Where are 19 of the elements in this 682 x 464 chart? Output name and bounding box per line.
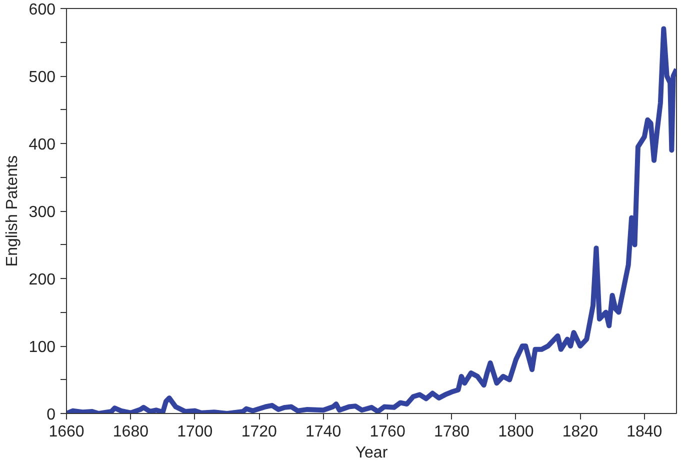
y-tick-label: 500: [28, 69, 56, 86]
x-tick-label: 1780: [434, 424, 470, 440]
y-tick-label: 400: [28, 136, 56, 154]
x-tick-label: 1740: [306, 424, 342, 440]
x-tick-label: 1680: [112, 424, 149, 440]
y-tick-label: 100: [28, 339, 56, 356]
x-tick-label: 1660: [48, 424, 84, 440]
x-tick-label: 1700: [177, 424, 213, 440]
y-tick-label: 200: [28, 272, 56, 288]
y-tick-label: 0: [46, 406, 56, 424]
y-tick-label: 300: [28, 204, 56, 221]
x-tick-label: 1800: [498, 424, 534, 440]
x-axis-title: Year: [355, 444, 388, 462]
x-tick-label: 1820: [562, 424, 598, 440]
x-tick-label: 1760: [370, 424, 406, 440]
x-tick-label: 1720: [241, 424, 278, 440]
y-axis-title: English Patents: [4, 155, 21, 267]
x-tick-label: 1840: [626, 424, 662, 440]
y-tick-label: 600: [28, 2, 56, 18]
